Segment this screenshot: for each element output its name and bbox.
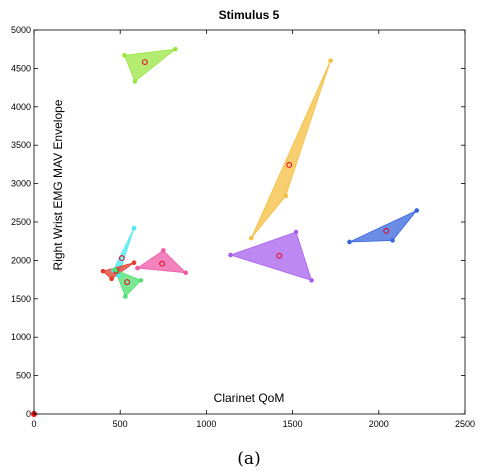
- series-3-point-1: [347, 239, 352, 245]
- series-3-point-3: [390, 238, 395, 243]
- data-points: [31, 46, 420, 417]
- x-tick-label-2: 500: [113, 419, 128, 429]
- y-tick-label-4: 1500: [11, 294, 31, 304]
- y-tick-label-11: 5000: [11, 25, 31, 35]
- y-tick-label-1: 0: [26, 409, 31, 419]
- series-1-point-2: [173, 46, 178, 52]
- series-1-point-1: [122, 53, 127, 58]
- series-5-centroid: [159, 260, 166, 267]
- series-4-region: [229, 231, 313, 281]
- series-3-region: [349, 210, 418, 243]
- x-tick-label-3: 1000: [196, 419, 216, 429]
- figure-caption: (a): [237, 449, 260, 469]
- series-5-point-1: [135, 265, 140, 271]
- y-tick-label-2: 500: [16, 371, 31, 381]
- series-6-point-2: [131, 225, 137, 231]
- series-1-point-3: [132, 79, 138, 84]
- series-2-region: [250, 60, 331, 239]
- series-3-centroid: [383, 228, 390, 234]
- series-3-point-2: [414, 208, 420, 213]
- x-axis-ticks: 0 500 1000 1500 2000 2500: [31, 30, 475, 429]
- series-4-centroid: [276, 252, 283, 259]
- series-6-point-1: [116, 273, 121, 279]
- series-regions: [102, 48, 418, 298]
- series-2-centroid: [286, 161, 293, 168]
- x-tick-label-4: 1500: [283, 419, 303, 429]
- series-8-point-1: [112, 267, 118, 272]
- x-axis-label: Clarinet QoM: [214, 391, 285, 405]
- series-4-point-3: [309, 278, 314, 283]
- series-2-point-3: [283, 193, 289, 199]
- series-8-region: [114, 268, 142, 298]
- series-7-point-2: [131, 260, 137, 266]
- series-2-point-2: [248, 235, 254, 241]
- y-tick-label-7: 3000: [11, 179, 31, 189]
- y-tick-label-3: 1000: [11, 332, 31, 342]
- series-1-region: [123, 48, 177, 83]
- series-4-point-2: [293, 229, 299, 235]
- y-axis-label: Right Wrist EMG MAV Envelope: [51, 99, 65, 270]
- series-5-point-3: [183, 270, 189, 275]
- series-7-point-3: [109, 276, 114, 282]
- y-axis-ticks: 0 500 1000 1500 2000 2500 3000 3500 4000 4500 5000: [11, 25, 465, 419]
- y-tick-label-9: 4000: [11, 102, 31, 112]
- series-8-centroid: [124, 279, 131, 286]
- x-tick-label-5: 2000: [369, 419, 389, 429]
- series-1-centroid: [141, 59, 148, 65]
- series-5-point-2: [161, 248, 166, 253]
- y-tick-label-8: 3500: [11, 140, 31, 150]
- series-2-point-1: [328, 58, 333, 64]
- series-8-point-3: [123, 294, 128, 299]
- y-tick-label-6: 2500: [11, 217, 31, 227]
- series-7-point-1: [100, 268, 106, 274]
- series-6-centroid: [118, 255, 125, 262]
- series-8-point-2: [138, 278, 144, 283]
- x-tick-label-6: 2500: [455, 419, 475, 429]
- y-tick-label-10: 4500: [11, 63, 31, 73]
- series-4-point-1: [228, 252, 233, 258]
- x-tick-label-1: 0: [31, 419, 36, 429]
- y-tick-label-5: 2000: [11, 255, 31, 265]
- chart-title: Stimulus 5: [219, 8, 280, 22]
